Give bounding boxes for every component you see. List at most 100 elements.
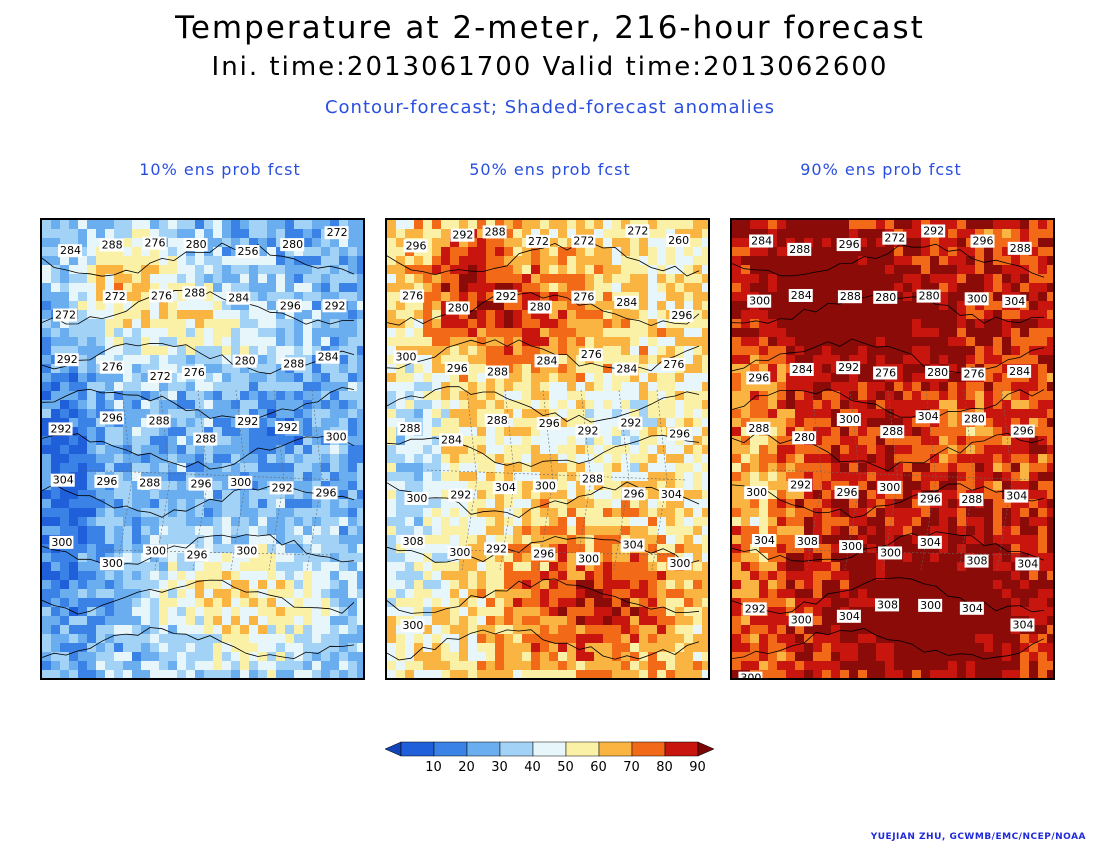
contour-label: 288: [959, 493, 984, 507]
contour-label: 304: [658, 487, 683, 501]
svg-text:272: 272: [627, 224, 648, 237]
contour-label: 272: [525, 234, 550, 248]
svg-text:276: 276: [151, 289, 172, 302]
contour-label: 300: [447, 546, 472, 560]
svg-text:288: 288: [139, 477, 160, 490]
contour-label: 272: [882, 231, 907, 245]
contour-label: 292: [742, 602, 767, 616]
contour-label: 276: [142, 236, 167, 250]
contour-label: 308: [794, 534, 819, 548]
svg-text:300: 300: [230, 476, 251, 489]
contour-label: 304: [620, 538, 645, 552]
svg-text:276: 276: [573, 291, 594, 304]
svg-text:284: 284: [441, 433, 462, 446]
contour-label: 292: [575, 424, 600, 438]
contour-label: 296: [667, 427, 692, 441]
svg-text:272: 272: [55, 309, 76, 322]
svg-text:288: 288: [102, 239, 123, 252]
contour-label: 296: [531, 547, 556, 561]
contour-label: 296: [1010, 424, 1035, 438]
svg-text:292: 292: [277, 421, 298, 434]
contour-label: 304: [1010, 618, 1035, 632]
colorbar-tick-label: 70: [623, 760, 640, 775]
time-line: Ini. time:2013061700 Valid time:20130626…: [211, 52, 889, 82]
contour-label: 300: [747, 294, 772, 308]
contour-label: 284: [58, 244, 83, 258]
svg-text:276: 276: [184, 366, 205, 379]
contour-label: 288: [580, 472, 605, 486]
svg-text:292: 292: [324, 299, 345, 312]
contour-label: 292: [235, 414, 260, 428]
contour-label: 292: [618, 416, 643, 430]
contour-label: 292: [788, 478, 813, 492]
contour-label: 288: [787, 242, 812, 256]
contour-label: 300: [738, 671, 763, 678]
contour-label: 300: [918, 598, 943, 612]
contour-label: 256: [235, 245, 260, 259]
contour-label: 296: [277, 299, 302, 313]
svg-text:304: 304: [623, 539, 644, 552]
svg-text:288: 288: [487, 366, 508, 379]
contour-label: 300: [878, 546, 903, 560]
contour-label: 300: [532, 479, 557, 493]
svg-text:260: 260: [668, 234, 689, 247]
colorbar-swatch: [532, 741, 567, 757]
contour-label: 304: [50, 473, 75, 487]
colorbar-swatch: [631, 741, 666, 757]
contour-label: 292: [921, 224, 946, 238]
contour-label: 288: [880, 425, 905, 439]
contour-label: 276: [873, 366, 898, 380]
colorbar-legend: 10 20 30 40 50 60 70 80 90: [385, 741, 715, 775]
svg-text:296: 296: [623, 487, 644, 500]
svg-text:296: 296: [190, 478, 211, 491]
contour-label: 308: [875, 598, 900, 612]
colorbar-tick-label: 80: [656, 760, 673, 775]
svg-text:284: 284: [536, 354, 557, 367]
contour-label: 288: [746, 421, 771, 435]
svg-text:280: 280: [530, 301, 551, 314]
contour-label: 284: [789, 362, 814, 376]
svg-text:288: 288: [399, 422, 420, 435]
contour-label: 292: [274, 421, 299, 435]
svg-text:296: 296: [539, 417, 560, 430]
svg-text:300: 300: [578, 552, 599, 565]
contour-label: 284: [788, 288, 813, 302]
contour-label: 300: [99, 557, 124, 571]
contour-label: 300: [393, 350, 418, 364]
contour-label: 284: [749, 234, 774, 248]
contour-label: 276: [961, 367, 986, 381]
svg-text:256: 256: [238, 245, 259, 258]
contour-label: 276: [400, 289, 425, 303]
contour-label: 292: [484, 542, 509, 556]
map-90-percent: 284 288 296 272 292 296 288 300 284 288 280 280 300 3…: [732, 220, 1053, 678]
contour-label: 304: [1004, 489, 1029, 503]
contour-label: 276: [661, 357, 686, 371]
svg-text:300: 300: [406, 492, 427, 505]
contour-label: 288: [182, 286, 207, 300]
svg-text:292: 292: [620, 417, 641, 430]
contour-label: 280: [527, 300, 552, 314]
svg-text:300: 300: [535, 479, 556, 492]
contour-label: 300: [576, 552, 601, 566]
contour-label: 296: [746, 371, 771, 385]
svg-text:280: 280: [235, 355, 256, 368]
contour-label: 284: [614, 295, 639, 309]
contour-label: 304: [1002, 294, 1027, 308]
contour-label: 284: [315, 350, 340, 364]
svg-text:276: 276: [402, 290, 423, 303]
contour-label: 292: [269, 481, 294, 495]
contour-label: 280: [445, 301, 470, 315]
contour-label: 280: [183, 238, 208, 252]
contour-label: 288: [397, 422, 422, 436]
contour-label: 308: [400, 534, 425, 548]
svg-text:300: 300: [396, 350, 417, 363]
colorbar-tick-label: 50: [557, 760, 574, 775]
contour-label: 284: [439, 433, 464, 447]
svg-text:296: 296: [406, 239, 427, 252]
map-10-percent: 284 288 276 280 256 280 272 272 272 276 288 284 296 2…: [42, 220, 363, 678]
contour-label: 296: [834, 485, 859, 499]
contour-label: 296: [970, 234, 995, 248]
svg-text:304: 304: [661, 488, 682, 501]
svg-text:288: 288: [582, 472, 603, 485]
contour-label: 296: [184, 548, 209, 562]
